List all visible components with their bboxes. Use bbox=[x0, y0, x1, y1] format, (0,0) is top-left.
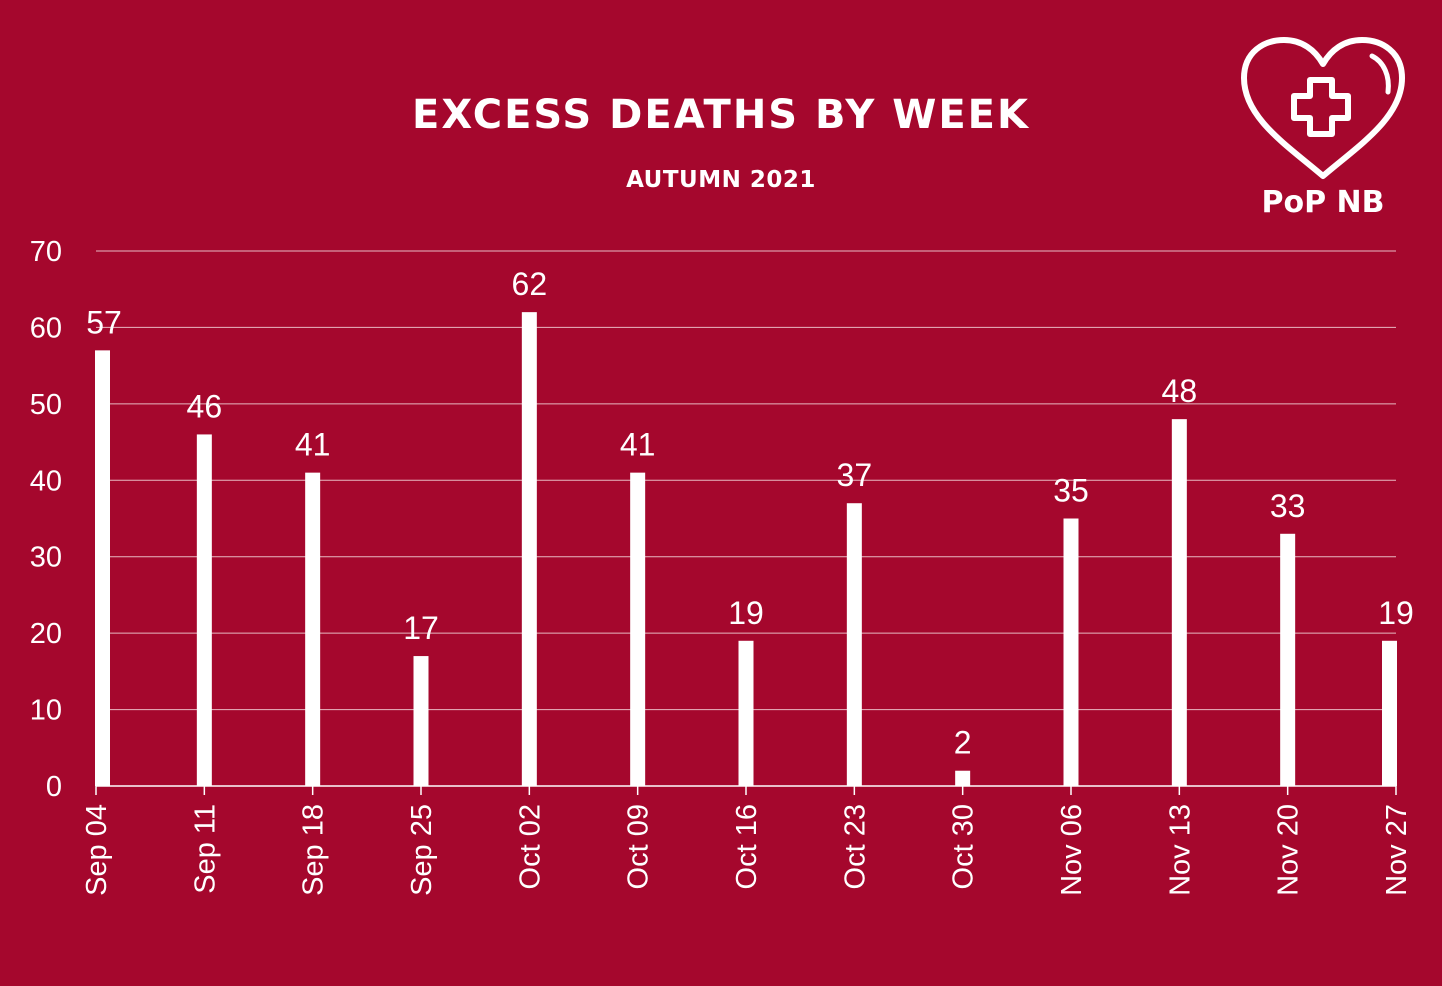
data-label: 37 bbox=[837, 457, 873, 493]
data-label: 2 bbox=[954, 725, 972, 761]
data-label: 46 bbox=[187, 388, 223, 424]
x-tick-label: Oct 16 bbox=[731, 804, 763, 889]
y-tick-label: 10 bbox=[30, 695, 62, 727]
y-tick-label: 40 bbox=[30, 465, 62, 497]
x-tick-label: Sep 04 bbox=[81, 804, 113, 896]
brand-name: PoP NB bbox=[1261, 185, 1385, 220]
bar bbox=[305, 472, 321, 786]
data-label: 35 bbox=[1053, 473, 1089, 509]
bar bbox=[196, 434, 212, 786]
x-tick-label: Sep 11 bbox=[189, 804, 221, 894]
data-label: 41 bbox=[620, 427, 656, 463]
data-label: 41 bbox=[295, 427, 331, 463]
x-tick-label: Sep 18 bbox=[298, 804, 330, 896]
x-tick-label: Oct 30 bbox=[948, 804, 980, 889]
y-tick-label: 60 bbox=[30, 312, 62, 344]
y-tick-label: 20 bbox=[30, 618, 62, 650]
bar bbox=[738, 640, 754, 786]
bar bbox=[1280, 533, 1296, 786]
heart-medical-cross-icon bbox=[1241, 37, 1405, 179]
y-tick-label: 30 bbox=[30, 542, 62, 574]
x-tick-label: Nov 27 bbox=[1381, 804, 1413, 896]
bar bbox=[1171, 419, 1187, 786]
x-tick-label: Sep 25 bbox=[406, 804, 438, 896]
chart-subtitle: AUTUMN 2021 bbox=[626, 167, 816, 193]
data-label: 19 bbox=[728, 595, 764, 631]
data-label: 57 bbox=[86, 304, 122, 340]
bar bbox=[95, 350, 110, 786]
y-tick-label: 50 bbox=[30, 389, 62, 421]
bar bbox=[955, 770, 971, 786]
data-label: 19 bbox=[1378, 595, 1414, 631]
data-label: 48 bbox=[1162, 373, 1198, 409]
bar bbox=[846, 503, 862, 786]
x-tick-label: Oct 23 bbox=[839, 804, 871, 889]
bar bbox=[630, 472, 646, 786]
brand-logo: PoP NB bbox=[1238, 34, 1408, 224]
bar bbox=[413, 656, 429, 786]
x-tick-label: Nov 06 bbox=[1056, 804, 1088, 896]
data-label: 33 bbox=[1270, 488, 1306, 524]
bar bbox=[1063, 518, 1079, 786]
x-tick-label: Oct 02 bbox=[514, 804, 546, 889]
y-tick-label: 0 bbox=[46, 771, 62, 803]
bar bbox=[1382, 640, 1397, 786]
y-tick-label: 70 bbox=[30, 236, 62, 268]
x-tick-label: Oct 09 bbox=[623, 804, 655, 889]
data-label: 17 bbox=[403, 610, 439, 646]
x-tick-label: Nov 13 bbox=[1164, 804, 1196, 896]
x-tick-label: Nov 20 bbox=[1273, 804, 1305, 896]
data-label: 62 bbox=[512, 266, 548, 302]
bar bbox=[521, 312, 537, 786]
chart-title: EXCESS DEATHS BY WEEK bbox=[412, 92, 1030, 138]
